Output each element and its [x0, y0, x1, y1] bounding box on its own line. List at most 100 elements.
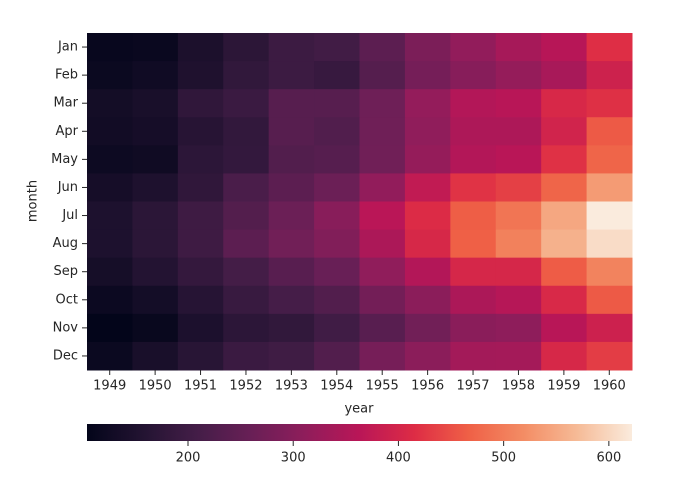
- x-tick-label: 1952: [229, 379, 262, 394]
- heatmap-cell: [404, 89, 451, 118]
- heatmap-cell: [87, 313, 133, 343]
- heatmap-cell: [223, 173, 270, 202]
- heatmap-cell: [132, 201, 179, 231]
- heatmap-cell: [223, 341, 270, 371]
- heatmap-cell: [268, 341, 315, 371]
- heatmap-cell: [404, 229, 451, 259]
- heatmap-cell: [359, 313, 406, 343]
- y-tick-label: Apr: [56, 124, 79, 139]
- heatmap-cell: [132, 173, 179, 202]
- heatmap-cell: [268, 33, 315, 62]
- y-tick-label: Oct: [56, 292, 78, 307]
- heatmap-cell: [541, 285, 588, 315]
- heatmap-cell: [223, 117, 270, 146]
- heatmap-cell: [314, 33, 360, 62]
- x-tick-label: 1955: [366, 379, 399, 394]
- heatmap-cell: [223, 285, 270, 315]
- heatmap-cell: [586, 229, 633, 259]
- heatmap-cell: [268, 145, 315, 174]
- y-tick-label: May: [51, 152, 78, 167]
- heatmap-cell: [177, 89, 224, 118]
- heatmap-cell: [450, 257, 497, 287]
- colorbar-tick-label: 500: [491, 451, 516, 466]
- heatmap-cell: [359, 341, 406, 371]
- heatmap-cell: [450, 33, 497, 62]
- heatmap-cell: [177, 61, 224, 90]
- heatmap-cell: [450, 61, 497, 90]
- heatmap-cell: [450, 285, 497, 315]
- heatmap-cell: [223, 89, 270, 118]
- heatmap-cell: [314, 145, 360, 174]
- heatmap-cell: [177, 145, 224, 174]
- heatmap-cell: [87, 89, 133, 118]
- x-axis-label: year: [344, 402, 374, 417]
- x-tick-label: 1949: [93, 379, 126, 394]
- heatmap-cell: [541, 117, 588, 146]
- heatmap-cell: [450, 201, 497, 231]
- heatmap-cell: [314, 341, 360, 371]
- heatmap-cell: [314, 89, 360, 118]
- heatmap-cell: [404, 341, 451, 371]
- heatmap-cell: [495, 145, 542, 174]
- heatmap-cell: [314, 257, 360, 287]
- colorbar: [87, 424, 632, 441]
- heatmap-cell: [495, 201, 542, 231]
- heatmap-cell: [450, 341, 497, 371]
- heatmap-cell: [177, 229, 224, 259]
- heatmap-cell: [541, 33, 588, 62]
- heatmap-cell: [177, 117, 224, 146]
- heatmap-cell: [177, 341, 224, 371]
- colorbar-tick-label: 400: [386, 451, 411, 466]
- heatmap-cell: [586, 145, 633, 174]
- heatmap-cell: [495, 61, 542, 90]
- heatmap-cell: [586, 61, 633, 90]
- y-axis-label: month: [26, 180, 41, 222]
- heatmap-cell: [87, 117, 133, 146]
- heatmap-cell: [314, 201, 360, 231]
- x-tick-label: 1953: [275, 379, 308, 394]
- colorbar-tick-label: 300: [281, 451, 306, 466]
- heatmap-cell: [359, 145, 406, 174]
- heatmap-cell: [268, 173, 315, 202]
- heatmap-cell: [495, 33, 542, 62]
- heatmap-cell: [223, 201, 270, 231]
- heatmap-cell: [541, 145, 588, 174]
- heatmap-cell: [495, 173, 542, 202]
- heatmap-cell: [314, 173, 360, 202]
- heatmap-cell: [268, 229, 315, 259]
- heatmap-cell: [495, 89, 542, 118]
- heatmap-cell: [404, 201, 451, 231]
- heatmap-cell: [541, 341, 588, 371]
- heatmap-cell: [359, 285, 406, 315]
- heatmap-cell: [586, 257, 633, 287]
- heatmap-cell: [404, 173, 451, 202]
- heatmap-cell: [450, 313, 497, 343]
- heatmap-cell: [177, 257, 224, 287]
- heatmap-cell: [404, 117, 451, 146]
- heatmap-cell: [268, 201, 315, 231]
- heatmap-cell: [586, 313, 633, 343]
- heatmap-cell: [450, 229, 497, 259]
- heatmap-cell: [87, 61, 133, 90]
- heatmap-cell: [495, 341, 542, 371]
- heatmap-cell: [223, 145, 270, 174]
- heatmap-cell: [450, 173, 497, 202]
- heatmap-cell: [404, 145, 451, 174]
- heatmap-cell: [223, 313, 270, 343]
- heatmap-cell: [268, 285, 315, 315]
- heatmap-cell: [404, 285, 451, 315]
- heatmap-cell: [87, 33, 133, 62]
- y-tick-label: Dec: [53, 348, 78, 363]
- heatmap-cell: [404, 33, 451, 62]
- heatmap-cell: [132, 145, 179, 174]
- heatmap-cell: [314, 117, 360, 146]
- heatmap-cell: [132, 285, 179, 315]
- heatmap-cell: [177, 33, 224, 62]
- heatmap-cell: [541, 173, 588, 202]
- heatmap-cell: [450, 117, 497, 146]
- x-tick-label: 1959: [547, 379, 580, 394]
- colorbar-tick-label: 600: [596, 451, 621, 466]
- heatmap-cell: [132, 117, 179, 146]
- heatmap-cell: [495, 285, 542, 315]
